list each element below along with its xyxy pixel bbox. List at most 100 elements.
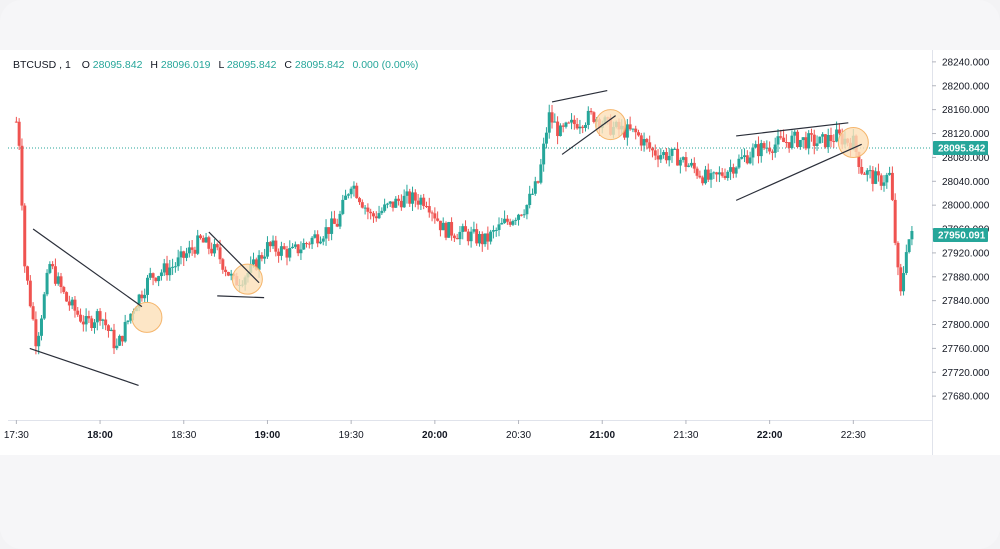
candle-body <box>263 256 267 259</box>
candle-body <box>31 306 35 320</box>
candle-body <box>715 172 719 175</box>
candle-body <box>87 316 91 319</box>
candle-body <box>34 319 38 347</box>
candle-body <box>768 147 772 152</box>
candle-body <box>676 148 680 166</box>
candle-body <box>137 294 141 308</box>
x-tick-label: 19:00 <box>255 430 281 441</box>
candle-body <box>218 247 222 260</box>
candle-body <box>483 233 487 245</box>
candle-body <box>575 124 579 129</box>
candle-body <box>896 242 900 268</box>
candle-body <box>684 157 688 167</box>
candle-body <box>857 152 861 167</box>
candle-body <box>187 247 191 254</box>
candle-body <box>204 237 208 243</box>
candle-body <box>773 144 777 153</box>
candle-body <box>383 204 387 211</box>
candle-body <box>129 313 133 321</box>
candle-body <box>346 194 350 196</box>
candle-body <box>539 164 543 183</box>
candle-body <box>151 273 155 278</box>
candle-body <box>179 251 183 258</box>
candle-body <box>745 155 749 164</box>
candle-body <box>525 204 529 215</box>
candle-body <box>659 155 663 160</box>
candle-body <box>335 223 339 227</box>
candle-body <box>508 221 512 225</box>
candle-body <box>754 144 758 148</box>
candle-body <box>260 255 264 259</box>
candle-body <box>664 152 668 161</box>
candle-body <box>338 213 342 227</box>
y-tick-label: 27800.000 <box>942 320 990 331</box>
candle-body <box>511 220 515 225</box>
trendlines <box>29 89 862 386</box>
candle-body <box>145 277 149 295</box>
legend-c-value: 28095.842 <box>295 59 345 71</box>
candle-body <box>157 276 161 282</box>
candle-body <box>653 150 657 156</box>
candle-body <box>690 162 694 166</box>
x-tick-label: 20:30 <box>506 430 531 441</box>
y-tick-label: 28040.000 <box>942 177 990 188</box>
candlestick-chart[interactable]: 28240.000 28200.000 28160.000 28120.000 2808… <box>0 50 1000 455</box>
candle-body <box>890 172 894 200</box>
candle-body <box>639 135 643 146</box>
candle-body <box>215 244 219 248</box>
x-tick-label: 18:00 <box>87 430 113 441</box>
svg-text:BTCUSD ,: BTCUSD , 1 O 28095.842 H 28096.019 L 280… <box>13 59 418 71</box>
candle-body <box>477 234 481 244</box>
candle-body <box>572 119 576 125</box>
candle-body <box>637 132 641 136</box>
candle-body <box>413 192 417 201</box>
candle-body <box>717 172 721 175</box>
candle-body <box>51 264 55 267</box>
candle-body <box>452 235 456 239</box>
candle-body <box>656 155 660 160</box>
highlight-circle <box>595 109 627 141</box>
candle-body <box>670 148 674 156</box>
candle-body <box>288 247 292 258</box>
highlight-circle <box>131 301 163 333</box>
candle-body <box>377 213 381 219</box>
candle-body <box>355 185 359 199</box>
y-tick-label: 28240.000 <box>942 57 990 68</box>
legend-o-label: O <box>82 59 90 71</box>
x-tick-label: 19:30 <box>339 430 364 441</box>
candle-body <box>277 251 281 256</box>
candle-body <box>344 195 348 200</box>
candle-body <box>458 231 462 240</box>
y-tick-label: 27920.000 <box>942 248 990 259</box>
candle-body <box>424 206 428 208</box>
candle-body <box>740 157 744 159</box>
y-tick-label: 27760.000 <box>942 344 990 355</box>
candle-body <box>402 195 406 208</box>
candle-body <box>62 286 66 293</box>
candle-body <box>201 238 205 243</box>
candle-body <box>542 143 546 165</box>
candle-body <box>45 272 49 295</box>
candle-body <box>148 273 152 278</box>
candle-body <box>53 266 57 284</box>
candle-body <box>274 240 278 252</box>
candle-body <box>712 172 716 174</box>
candle-body <box>95 311 99 323</box>
trendline <box>29 347 139 386</box>
trendline <box>32 228 143 308</box>
candle-body <box>860 166 864 174</box>
candle-body <box>106 325 110 332</box>
candle-body <box>296 244 300 254</box>
candle-body <box>578 126 582 129</box>
candle-body <box>28 280 32 307</box>
axes <box>8 50 933 455</box>
candle-body <box>650 148 654 151</box>
candle-body <box>81 321 85 325</box>
candle-body <box>533 181 537 194</box>
candle-body <box>790 135 794 148</box>
candle-body <box>687 165 691 167</box>
candle-body <box>212 244 216 254</box>
candle-body <box>829 135 833 142</box>
highlight-circle <box>837 127 869 158</box>
